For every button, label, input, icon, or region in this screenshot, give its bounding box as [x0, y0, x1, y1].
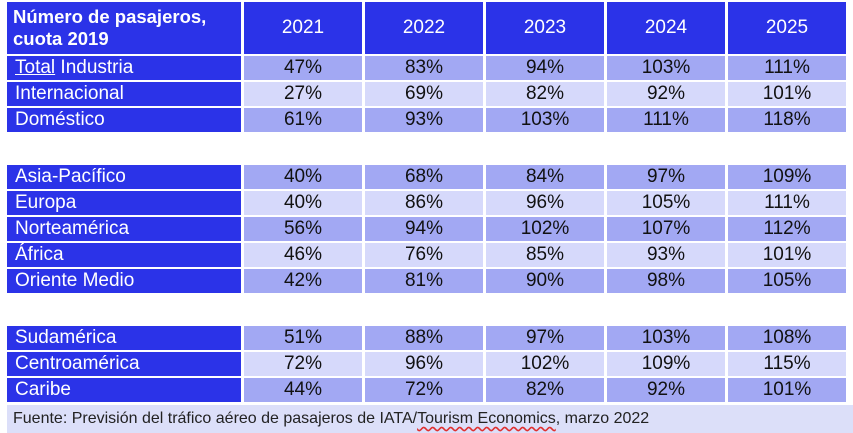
table-row-asia-pacifico: Asia-Pacífico 40% 68% 84% 97% 109% — [7, 165, 846, 189]
cell-value: 102% — [486, 352, 604, 376]
cell-value: 72% — [244, 352, 362, 376]
cell-value: 56% — [244, 217, 362, 241]
table-row-oriente-medio: Oriente Medio 42% 81% 90% 98% 105% — [7, 269, 846, 293]
cell-value: 61% — [244, 108, 362, 132]
row-label: Asia-Pacífico — [7, 165, 241, 189]
cell-value: 92% — [607, 378, 725, 402]
group-spacer — [7, 295, 846, 324]
cell-value: 83% — [365, 56, 483, 80]
cell-value: 111% — [728, 191, 846, 215]
cell-value: 27% — [244, 82, 362, 106]
column-header-2022: 2022 — [365, 2, 483, 54]
cell-value: 93% — [607, 243, 725, 267]
cell-value: 115% — [728, 352, 846, 376]
cell-value: 69% — [365, 82, 483, 106]
cell-value: 108% — [728, 326, 846, 350]
cell-value: 94% — [486, 56, 604, 80]
column-header-2021: 2021 — [244, 2, 362, 54]
row-label: Centroamérica — [7, 352, 241, 376]
cell-value: 105% — [607, 191, 725, 215]
cell-value: 72% — [365, 378, 483, 402]
row-label: Europa — [7, 191, 241, 215]
cell-value: 47% — [244, 56, 362, 80]
row-label: Norteamérica — [7, 217, 241, 241]
row-label-industria-part: Industria — [55, 57, 134, 78]
table-title-line2: cuota 2019 — [13, 28, 109, 49]
cell-value: 85% — [486, 243, 604, 267]
table-title: Número de pasajeros, cuota 2019 — [7, 2, 241, 54]
cell-value: 84% — [486, 165, 604, 189]
source-text-prefix: Fuente: Previsión del tráfico aéreo de p… — [13, 410, 418, 427]
cell-value: 102% — [486, 217, 604, 241]
row-label-total-part: Total — [15, 57, 56, 78]
cell-value: 103% — [607, 56, 725, 80]
cell-value: 112% — [728, 217, 846, 241]
cell-value: 40% — [244, 191, 362, 215]
column-header-2025: 2025 — [728, 2, 846, 54]
column-header-2024: 2024 — [607, 2, 725, 54]
cell-value: 118% — [728, 108, 846, 132]
table-row-africa: África 46% 76% 85% 93% 101% — [7, 243, 846, 267]
header-row: Número de pasajeros, cuota 2019 2021 202… — [7, 2, 846, 54]
source-note: Fuente: Previsión del tráfico aéreo de p… — [7, 405, 853, 433]
row-label: Caribe — [7, 378, 241, 402]
cell-value: 90% — [486, 269, 604, 293]
cell-value: 105% — [728, 269, 846, 293]
source-text-suffix: , marzo 2022 — [555, 410, 650, 427]
cell-value: 86% — [365, 191, 483, 215]
cell-value: 111% — [728, 56, 846, 80]
row-label: Internacional — [7, 82, 241, 106]
cell-value: 94% — [365, 217, 483, 241]
cell-value: 51% — [244, 326, 362, 350]
table-row-norteamerica: Norteamérica 56% 94% 102% 107% 112% — [7, 217, 846, 241]
cell-value: 101% — [728, 82, 846, 106]
cell-value: 109% — [607, 352, 725, 376]
cell-value: 88% — [365, 326, 483, 350]
source-text-org: Tourism Economics — [417, 410, 556, 427]
cell-value: 111% — [607, 108, 725, 132]
row-label: Sudamérica — [7, 326, 241, 350]
table-row-total-industria: Total Industria 47% 83% 94% 103% 111% — [7, 56, 846, 80]
cell-value: 92% — [607, 82, 725, 106]
cell-value: 76% — [365, 243, 483, 267]
table-row-europa: Europa 40% 86% 96% 105% 111% — [7, 191, 846, 215]
cell-value: 98% — [607, 269, 725, 293]
column-header-2023: 2023 — [486, 2, 604, 54]
cell-value: 101% — [728, 243, 846, 267]
cell-value: 82% — [486, 82, 604, 106]
table-row-caribe: Caribe 44% 72% 82% 92% 101% — [7, 378, 846, 402]
cell-value: 103% — [607, 326, 725, 350]
table-row-centroamerica: Centroamérica 72% 96% 102% 109% 115% — [7, 352, 846, 376]
group-spacer — [7, 134, 846, 163]
cell-value: 82% — [486, 378, 604, 402]
table-row-sudamerica: Sudamérica 51% 88% 97% 103% 108% — [7, 326, 846, 350]
row-label: Oriente Medio — [7, 269, 241, 293]
cell-value: 96% — [486, 191, 604, 215]
row-label: Doméstico — [7, 108, 241, 132]
cell-value: 101% — [728, 378, 846, 402]
cell-value: 68% — [365, 165, 483, 189]
cell-value: 44% — [244, 378, 362, 402]
cell-value: 42% — [244, 269, 362, 293]
table-row-internacional: Internacional 27% 69% 82% 92% 101% — [7, 82, 846, 106]
cell-value: 93% — [365, 108, 483, 132]
cell-value: 96% — [365, 352, 483, 376]
row-label-total-industria: Total Industria — [7, 56, 241, 80]
row-label: África — [7, 243, 241, 267]
table-title-line1: Número de pasajeros, — [13, 6, 207, 27]
cell-value: 109% — [728, 165, 846, 189]
cell-value: 103% — [486, 108, 604, 132]
table-row-domestico: Doméstico 61% 93% 103% 111% 118% — [7, 108, 846, 132]
passenger-share-table: Número de pasajeros, cuota 2019 2021 202… — [4, 0, 849, 404]
cell-value: 81% — [365, 269, 483, 293]
cell-value: 97% — [607, 165, 725, 189]
cell-value: 40% — [244, 165, 362, 189]
cell-value: 46% — [244, 243, 362, 267]
cell-value: 107% — [607, 217, 725, 241]
cell-value: 97% — [486, 326, 604, 350]
